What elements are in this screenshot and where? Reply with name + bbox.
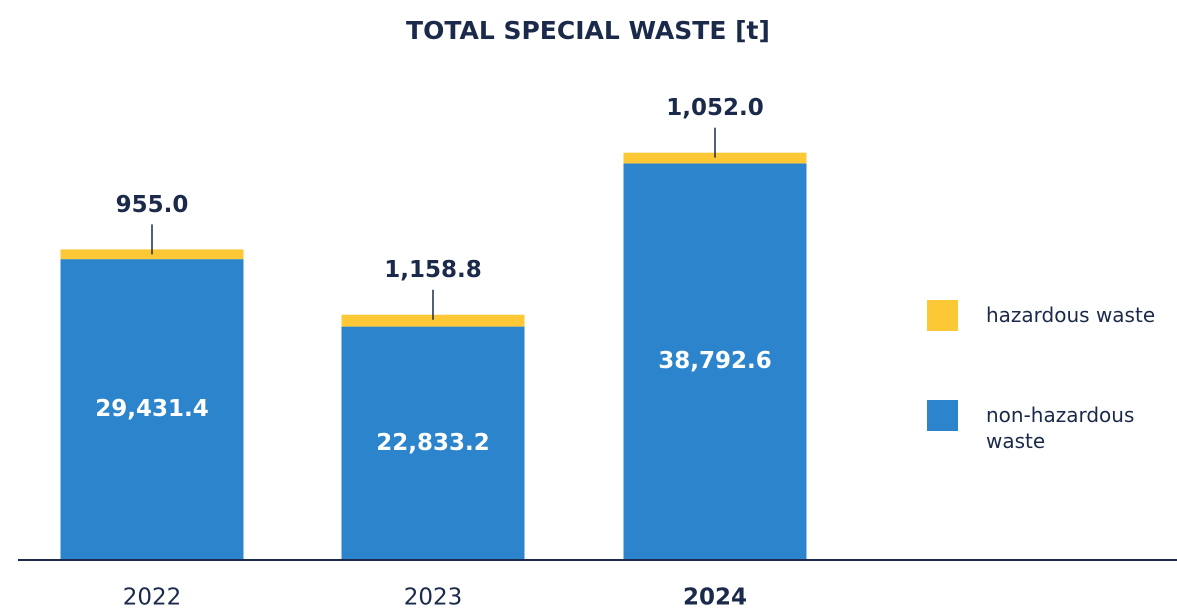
bar-segment <box>60 259 244 560</box>
x-tick-label: 2024 <box>683 585 747 611</box>
bar-segment <box>341 314 525 327</box>
bar-segment <box>623 163 807 560</box>
legend-swatch <box>927 300 958 331</box>
data-label: 38,792.6 <box>658 348 772 374</box>
legend-swatch <box>927 400 958 431</box>
legend-label: non-hazardous waste <box>986 403 1135 453</box>
x-tick-label: 2022 <box>123 585 182 611</box>
data-label: 1,158.8 <box>384 257 482 283</box>
x-tick-label: 2023 <box>404 585 463 611</box>
bar-segment <box>623 152 807 164</box>
data-label: 22,833.2 <box>376 430 490 456</box>
data-label: 29,431.4 <box>95 396 209 422</box>
legend-label: hazardous waste <box>986 303 1156 327</box>
chart-title: TOTAL SPECIAL WASTE [t] <box>406 16 770 45</box>
data-label: 1,052.0 <box>666 95 764 121</box>
data-label: 955.0 <box>116 192 189 218</box>
bar-segment <box>341 326 525 560</box>
